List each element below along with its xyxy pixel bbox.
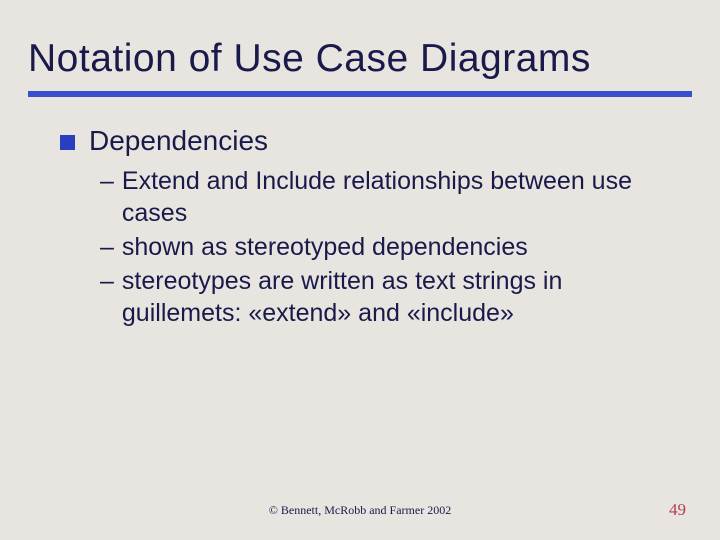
- sub-item: – stereotypes are written as text string…: [100, 265, 672, 329]
- title-area: Notation of Use Case Diagrams: [0, 0, 720, 97]
- content-area: Dependencies – Extend and Include relati…: [0, 97, 720, 329]
- sub-item-text: Extend and Include relationships between…: [122, 165, 672, 229]
- sub-item: – shown as stereotyped dependencies: [100, 231, 672, 263]
- dash-icon: –: [100, 265, 114, 297]
- dash-icon: –: [100, 231, 114, 263]
- sub-item-text: shown as stereotyped dependencies: [122, 231, 528, 263]
- bullet-text: Dependencies: [89, 125, 268, 157]
- page-number: 49: [669, 500, 686, 520]
- slide: Notation of Use Case Diagrams Dependenci…: [0, 0, 720, 540]
- bullet-item: Dependencies: [60, 125, 672, 157]
- sub-list: – Extend and Include relationships betwe…: [60, 163, 672, 329]
- sub-item: – Extend and Include relationships betwe…: [100, 165, 672, 229]
- sub-item-text: stereotypes are written as text strings …: [122, 265, 672, 329]
- square-bullet-icon: [60, 135, 75, 150]
- dash-icon: –: [100, 165, 114, 197]
- slide-title: Notation of Use Case Diagrams: [28, 38, 692, 81]
- footer-copyright: © Bennett, McRobb and Farmer 2002: [0, 503, 720, 518]
